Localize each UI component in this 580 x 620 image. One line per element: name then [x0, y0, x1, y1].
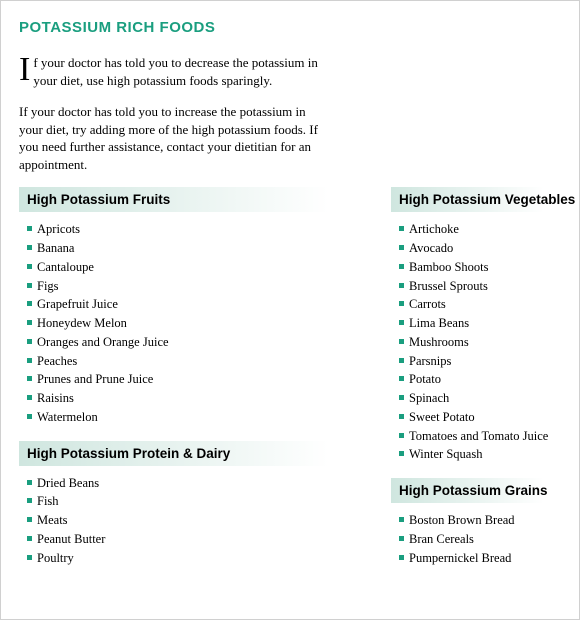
list-item: Raisins	[27, 389, 363, 408]
list-item: Bran Cereals	[399, 530, 561, 549]
list-item: Poultry	[27, 549, 363, 568]
list-item: Brussel Sprouts	[399, 277, 561, 296]
list-item: Cantaloupe	[27, 258, 363, 277]
list-item: Sweet Potato	[399, 408, 561, 427]
list-item: Apricots	[27, 220, 363, 239]
list-item: Avocado	[399, 239, 561, 258]
list-item: Banana	[27, 239, 363, 258]
list-item: Figs	[27, 277, 363, 296]
list-item: Parsnips	[399, 352, 561, 371]
left-column: High Potassium Fruits ApricotsBananaCant…	[19, 187, 363, 581]
intro-para-1-text: f your doctor has told you to decrease t…	[33, 55, 318, 88]
section-grains: High Potassium Grains Boston Brown Bread…	[391, 478, 561, 567]
list-item: Boston Brown Bread	[399, 511, 561, 530]
list-item: Lima Beans	[399, 314, 561, 333]
section-header-vegetables: High Potassium Vegetables	[391, 187, 561, 212]
list-protein: Dried BeansFishMeatsPeanut ButterPoultry	[19, 474, 363, 568]
list-item: Meats	[27, 511, 363, 530]
list-item: Honeydew Melon	[27, 314, 363, 333]
list-item: Winter Squash	[399, 445, 561, 464]
right-column: High Potassium Vegetables ArtichokeAvoca…	[391, 187, 561, 581]
list-vegetables: ArtichokeAvocadoBamboo ShootsBrussel Spr…	[391, 220, 561, 464]
list-item: Watermelon	[27, 408, 363, 427]
intro-para-1: If your doctor has told you to decrease …	[19, 54, 329, 89]
section-header-fruits: High Potassium Fruits	[19, 187, 363, 212]
list-item: Artichoke	[399, 220, 561, 239]
columns: High Potassium Fruits ApricotsBananaCant…	[19, 187, 561, 581]
list-item: Tomatoes and Tomato Juice	[399, 427, 561, 446]
list-item: Bamboo Shoots	[399, 258, 561, 277]
dropcap: I	[19, 54, 33, 84]
list-item: Dried Beans	[27, 474, 363, 493]
list-item: Grapefruit Juice	[27, 295, 363, 314]
section-vegetables: High Potassium Vegetables ArtichokeAvoca…	[391, 187, 561, 464]
list-item: Oranges and Orange Juice	[27, 333, 363, 352]
list-item: Prunes and Prune Juice	[27, 370, 363, 389]
page-title: POTASSIUM RICH FOODS	[19, 19, 561, 36]
list-grains: Boston Brown BreadBran CerealsPumpernick…	[391, 511, 561, 567]
section-header-grains: High Potassium Grains	[391, 478, 561, 503]
list-item: Spinach	[399, 389, 561, 408]
list-fruits: ApricotsBananaCantaloupeFigsGrapefruit J…	[19, 220, 363, 426]
section-protein: High Potassium Protein & Dairy Dried Bea…	[19, 441, 363, 568]
list-item: Mushrooms	[399, 333, 561, 352]
section-header-protein: High Potassium Protein & Dairy	[19, 441, 363, 466]
section-fruits: High Potassium Fruits ApricotsBananaCant…	[19, 187, 363, 426]
list-item: Peaches	[27, 352, 363, 371]
list-item: Carrots	[399, 295, 561, 314]
intro-para-2: If your doctor has told you to increase …	[19, 103, 329, 173]
list-item: Potato	[399, 370, 561, 389]
list-item: Pumpernickel Bread	[399, 549, 561, 568]
list-item: Fish	[27, 492, 363, 511]
list-item: Peanut Butter	[27, 530, 363, 549]
